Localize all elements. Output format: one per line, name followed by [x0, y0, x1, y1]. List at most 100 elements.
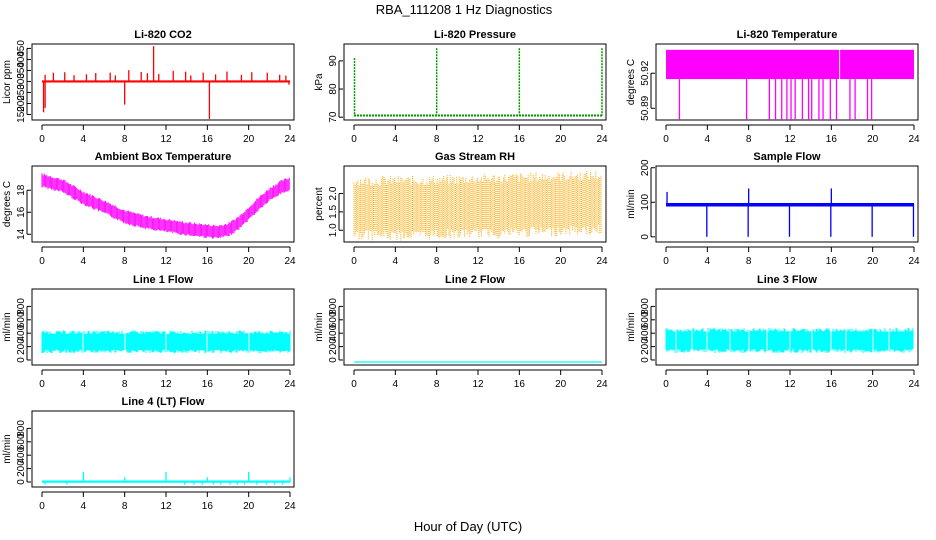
x-tick-label: 16: [826, 379, 838, 390]
y-tick-label: 250: [16, 84, 27, 101]
x-tick-label: 20: [243, 134, 255, 145]
x-tick-label: 4: [393, 134, 399, 145]
y-tick-label: 200: [328, 338, 339, 355]
plot-frame: [343, 165, 607, 243]
x-tick-label: 0: [39, 256, 45, 267]
y-tick-label: 1.0: [328, 223, 339, 237]
x-tick-label: 20: [555, 379, 567, 390]
x-tick-label: 24: [284, 134, 296, 145]
panel-sample: Sample Flow 0 4 8 12 16 20 24 0 100 200 ml/min: [626, 151, 920, 267]
x-tick-label: 4: [393, 379, 399, 390]
y-tick-label: 600: [16, 311, 27, 328]
y-tick-label: 0: [16, 357, 27, 363]
panel-title: Line 1 Flow: [133, 274, 193, 286]
x-tick-label: 24: [284, 256, 296, 267]
y-tick-label: 400: [640, 324, 651, 341]
panel-title: Li-820 Pressure: [434, 29, 516, 41]
y-tick-label: 200: [16, 338, 27, 355]
y-tick-label: 600: [640, 311, 651, 328]
plot-frame: [31, 43, 295, 121]
x-tick-label: 8: [122, 134, 128, 145]
y-tick-label: 800: [16, 420, 27, 437]
data-series: [41, 173, 290, 239]
x-tick-label: 4: [393, 256, 399, 267]
panel-line3: Line 3 Flow 0 4 8 12 16 20 24 0 200400600800ml/mi…: [626, 274, 920, 390]
y-tick-label: 1.5: [328, 205, 339, 219]
y-tick-label: 800: [328, 298, 339, 315]
x-tick-label: 4: [81, 379, 87, 390]
y-tick-label: 150: [16, 106, 27, 123]
figure-title: RBA_111208 1 Hz Diagnostics: [376, 2, 553, 17]
x-tick-label: 0: [663, 134, 669, 145]
x-tick-label: 20: [867, 379, 879, 390]
data-series: [353, 171, 602, 241]
panel-title: Li-820 CO2: [134, 29, 191, 41]
y-tick-label: 400: [16, 324, 27, 341]
y-tick-label: 800: [16, 298, 27, 315]
plot-frame: [655, 288, 919, 366]
y-tick-label: 50.89: [640, 95, 651, 120]
x-tick-label: 0: [351, 256, 357, 267]
x-tick-label: 16: [826, 134, 838, 145]
y-axis-label: ml/min: [626, 189, 637, 218]
x-tick-label: 0: [39, 379, 45, 390]
y-tick-label: 70: [328, 111, 339, 123]
panel-temp: Li-820 Temperature 0 4 8 12 16 20 24 50.89 50.92d…: [626, 29, 920, 145]
y-tick-label: 200: [16, 460, 27, 477]
y-tick-label: 50.92: [640, 60, 651, 85]
panel-title: Line 4 (LT) Flow: [122, 396, 205, 408]
panel-title: Line 2 Flow: [445, 274, 505, 286]
plot-frame: [31, 288, 295, 366]
y-tick-label: 800: [640, 298, 651, 315]
y-tick-label: 90: [328, 55, 339, 67]
x-tick-label: 16: [514, 134, 526, 145]
x-tick-label: 24: [596, 134, 608, 145]
y-axis-label: kPa: [314, 73, 325, 91]
x-tick-label: 16: [514, 256, 526, 267]
x-tick-label: 12: [784, 134, 796, 145]
y-axis-label: ml/min: [314, 312, 325, 341]
x-tick-label: 0: [663, 256, 669, 267]
x-tick-label: 8: [746, 256, 752, 267]
panel-ambient: Ambient Box Temperature 0 4 8 12 16 20 24 14 16 18…: [2, 151, 296, 267]
x-tick-label: 20: [555, 256, 567, 267]
x-tick-label: 12: [472, 256, 484, 267]
x-tick-label: 4: [81, 134, 87, 145]
plot-frame: [31, 165, 295, 243]
x-tick-label: 24: [908, 256, 920, 267]
y-tick-label: 400: [16, 51, 27, 68]
data-series: [665, 328, 914, 353]
x-tick-label: 16: [202, 379, 214, 390]
y-tick-label: 350: [16, 62, 27, 79]
y-tick-label: 200: [16, 95, 27, 112]
plot-frame: [655, 165, 919, 243]
x-tick-label: 0: [39, 134, 45, 145]
x-tick-label: 12: [160, 256, 172, 267]
panel-title: Sample Flow: [753, 151, 821, 163]
x-tick-label: 8: [746, 379, 752, 390]
panel-line4: Line 4 (LT) Flow 0 4 8 12 16 20 24 0 200400600800…: [2, 396, 296, 512]
panel-co2: Li-820 CO2 0 4 8 12 16 20 24 1502002503003504004…: [2, 29, 296, 145]
x-tick-label: 8: [122, 379, 128, 390]
x-tick-label: 12: [160, 379, 172, 390]
x-tick-label: 16: [514, 379, 526, 390]
x-tick-label: 12: [784, 379, 796, 390]
x-tick-label: 20: [555, 134, 567, 145]
x-tick-label: 4: [705, 256, 711, 267]
y-axis-label: degrees C: [2, 181, 13, 227]
x-tick-label: 8: [434, 134, 440, 145]
x-tick-label: 4: [81, 501, 87, 512]
y-tick-label: 0: [640, 357, 651, 363]
y-tick-label: 100: [640, 193, 651, 210]
x-tick-label: 24: [908, 379, 920, 390]
x-tick-label: 16: [826, 256, 838, 267]
y-axis-label: ml/min: [626, 312, 637, 341]
y-tick-label: 0: [328, 357, 339, 363]
x-tick-label: 20: [867, 256, 879, 267]
y-tick-label: 80: [328, 83, 339, 95]
y-tick-label: 2.0: [328, 186, 339, 200]
